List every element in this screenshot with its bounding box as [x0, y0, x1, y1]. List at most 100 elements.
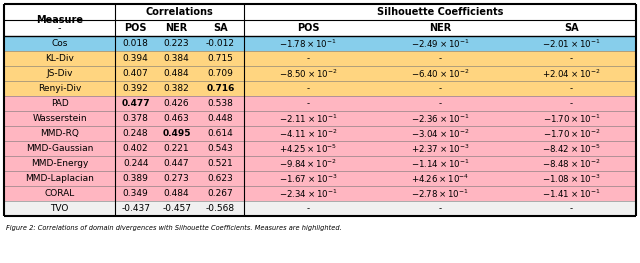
Bar — [115, 36, 156, 51]
Bar — [508, 171, 636, 186]
Text: -: - — [570, 204, 573, 213]
Text: 0.273: 0.273 — [164, 174, 189, 183]
Bar — [156, 201, 197, 216]
Text: Figure 2: Correlations of domain divergences with Silhouette Coefficients. Measu: Figure 2: Correlations of domain diverge… — [6, 225, 342, 231]
Text: POS: POS — [124, 23, 147, 33]
Bar — [115, 111, 156, 126]
Text: $+4.26 \times 10^{-4}$: $+4.26 \times 10^{-4}$ — [411, 172, 469, 185]
Bar — [156, 4, 197, 36]
Text: 0.614: 0.614 — [207, 129, 234, 138]
Bar — [4, 66, 115, 81]
Bar — [115, 51, 156, 66]
Bar — [115, 201, 156, 216]
Bar — [372, 51, 508, 66]
Text: $+4.25 \times 10^{-5}$: $+4.25 \times 10^{-5}$ — [279, 142, 337, 155]
Bar — [508, 4, 636, 36]
Bar — [197, 126, 244, 141]
Text: -: - — [570, 54, 573, 63]
Text: 0.448: 0.448 — [208, 114, 234, 123]
Bar — [156, 36, 197, 51]
Bar — [508, 96, 636, 111]
Bar — [244, 156, 372, 171]
Text: $-1.70 \times 10^{-2}$: $-1.70 \times 10^{-2}$ — [543, 127, 600, 140]
Text: -0.012: -0.012 — [206, 39, 235, 48]
Text: $-1.41 \times 10^{-1}$: $-1.41 \times 10^{-1}$ — [543, 187, 601, 200]
Text: MMD-Energy: MMD-Energy — [31, 159, 88, 168]
Bar — [4, 4, 115, 36]
Text: $-2.49 \times 10^{-1}$: $-2.49 \times 10^{-1}$ — [411, 37, 469, 50]
Text: CORAL: CORAL — [44, 189, 75, 198]
Text: 0.384: 0.384 — [164, 54, 189, 63]
Text: JS-Div: JS-Div — [46, 69, 73, 78]
Bar — [197, 171, 244, 186]
Text: -: - — [58, 23, 61, 33]
Text: $-1.67 \times 10^{-3}$: $-1.67 \times 10^{-3}$ — [279, 172, 337, 185]
Bar — [244, 171, 372, 186]
Text: MMD-Laplacian: MMD-Laplacian — [25, 174, 94, 183]
Text: -: - — [570, 84, 573, 93]
Bar — [197, 4, 244, 36]
Bar — [115, 186, 156, 201]
Bar — [372, 201, 508, 216]
Bar — [115, 96, 156, 111]
Text: 0.538: 0.538 — [207, 99, 234, 108]
Text: 0.521: 0.521 — [207, 159, 234, 168]
Text: $-6.40 \times 10^{-2}$: $-6.40 \times 10^{-2}$ — [411, 67, 469, 80]
Text: $-8.42 \times 10^{-5}$: $-8.42 \times 10^{-5}$ — [543, 142, 601, 155]
Text: 0.382: 0.382 — [164, 84, 189, 93]
Bar — [244, 186, 372, 201]
Bar — [372, 96, 508, 111]
Bar — [508, 126, 636, 141]
Bar — [4, 36, 115, 51]
Text: 0.267: 0.267 — [207, 189, 234, 198]
Bar — [508, 81, 636, 96]
Bar — [508, 111, 636, 126]
Text: 0.484: 0.484 — [164, 189, 189, 198]
Bar — [156, 66, 197, 81]
Text: $-1.70 \times 10^{-1}$: $-1.70 \times 10^{-1}$ — [543, 112, 600, 125]
Text: $-1.08 \times 10^{-3}$: $-1.08 \times 10^{-3}$ — [543, 172, 601, 185]
Text: $-2.36 \times 10^{-1}$: $-2.36 \times 10^{-1}$ — [411, 112, 469, 125]
Text: KL-Div: KL-Div — [45, 54, 74, 63]
Text: TVO: TVO — [51, 204, 68, 213]
Text: $-2.11 \times 10^{-1}$: $-2.11 \times 10^{-1}$ — [279, 112, 337, 125]
Bar — [508, 201, 636, 216]
Text: $-1.78 \times 10^{-1}$: $-1.78 \times 10^{-1}$ — [280, 37, 337, 50]
Bar — [508, 36, 636, 51]
Bar — [197, 51, 244, 66]
Bar — [372, 186, 508, 201]
Bar — [508, 156, 636, 171]
Text: 0.716: 0.716 — [206, 84, 235, 93]
Text: -0.437: -0.437 — [121, 204, 150, 213]
Text: 0.223: 0.223 — [164, 39, 189, 48]
Text: $-2.01 \times 10^{-1}$: $-2.01 \times 10^{-1}$ — [543, 37, 601, 50]
Text: Correlations: Correlations — [146, 7, 213, 17]
Bar — [4, 186, 115, 201]
Bar — [156, 186, 197, 201]
Bar — [4, 51, 115, 66]
Bar — [197, 156, 244, 171]
Text: $-2.78 \times 10^{-1}$: $-2.78 \times 10^{-1}$ — [411, 187, 469, 200]
Bar — [372, 81, 508, 96]
Bar — [4, 201, 115, 216]
Text: $-2.34 \times 10^{-1}$: $-2.34 \times 10^{-1}$ — [279, 187, 337, 200]
Bar — [372, 66, 508, 81]
Text: POS: POS — [297, 23, 319, 33]
Text: 0.477: 0.477 — [122, 99, 150, 108]
Bar — [115, 4, 156, 36]
Text: 0.407: 0.407 — [123, 69, 148, 78]
Text: SA: SA — [213, 23, 228, 33]
Text: -0.568: -0.568 — [206, 204, 235, 213]
Text: $-1.14 \times 10^{-1}$: $-1.14 \times 10^{-1}$ — [411, 157, 469, 170]
Bar — [197, 111, 244, 126]
Bar — [115, 171, 156, 186]
Text: $-8.50 \times 10^{-2}$: $-8.50 \times 10^{-2}$ — [279, 67, 337, 80]
Bar — [156, 111, 197, 126]
Bar — [115, 66, 156, 81]
Bar — [244, 66, 372, 81]
Bar — [197, 66, 244, 81]
Text: 0.623: 0.623 — [207, 174, 234, 183]
Text: 0.221: 0.221 — [164, 144, 189, 153]
Bar — [197, 81, 244, 96]
Bar — [372, 4, 508, 36]
